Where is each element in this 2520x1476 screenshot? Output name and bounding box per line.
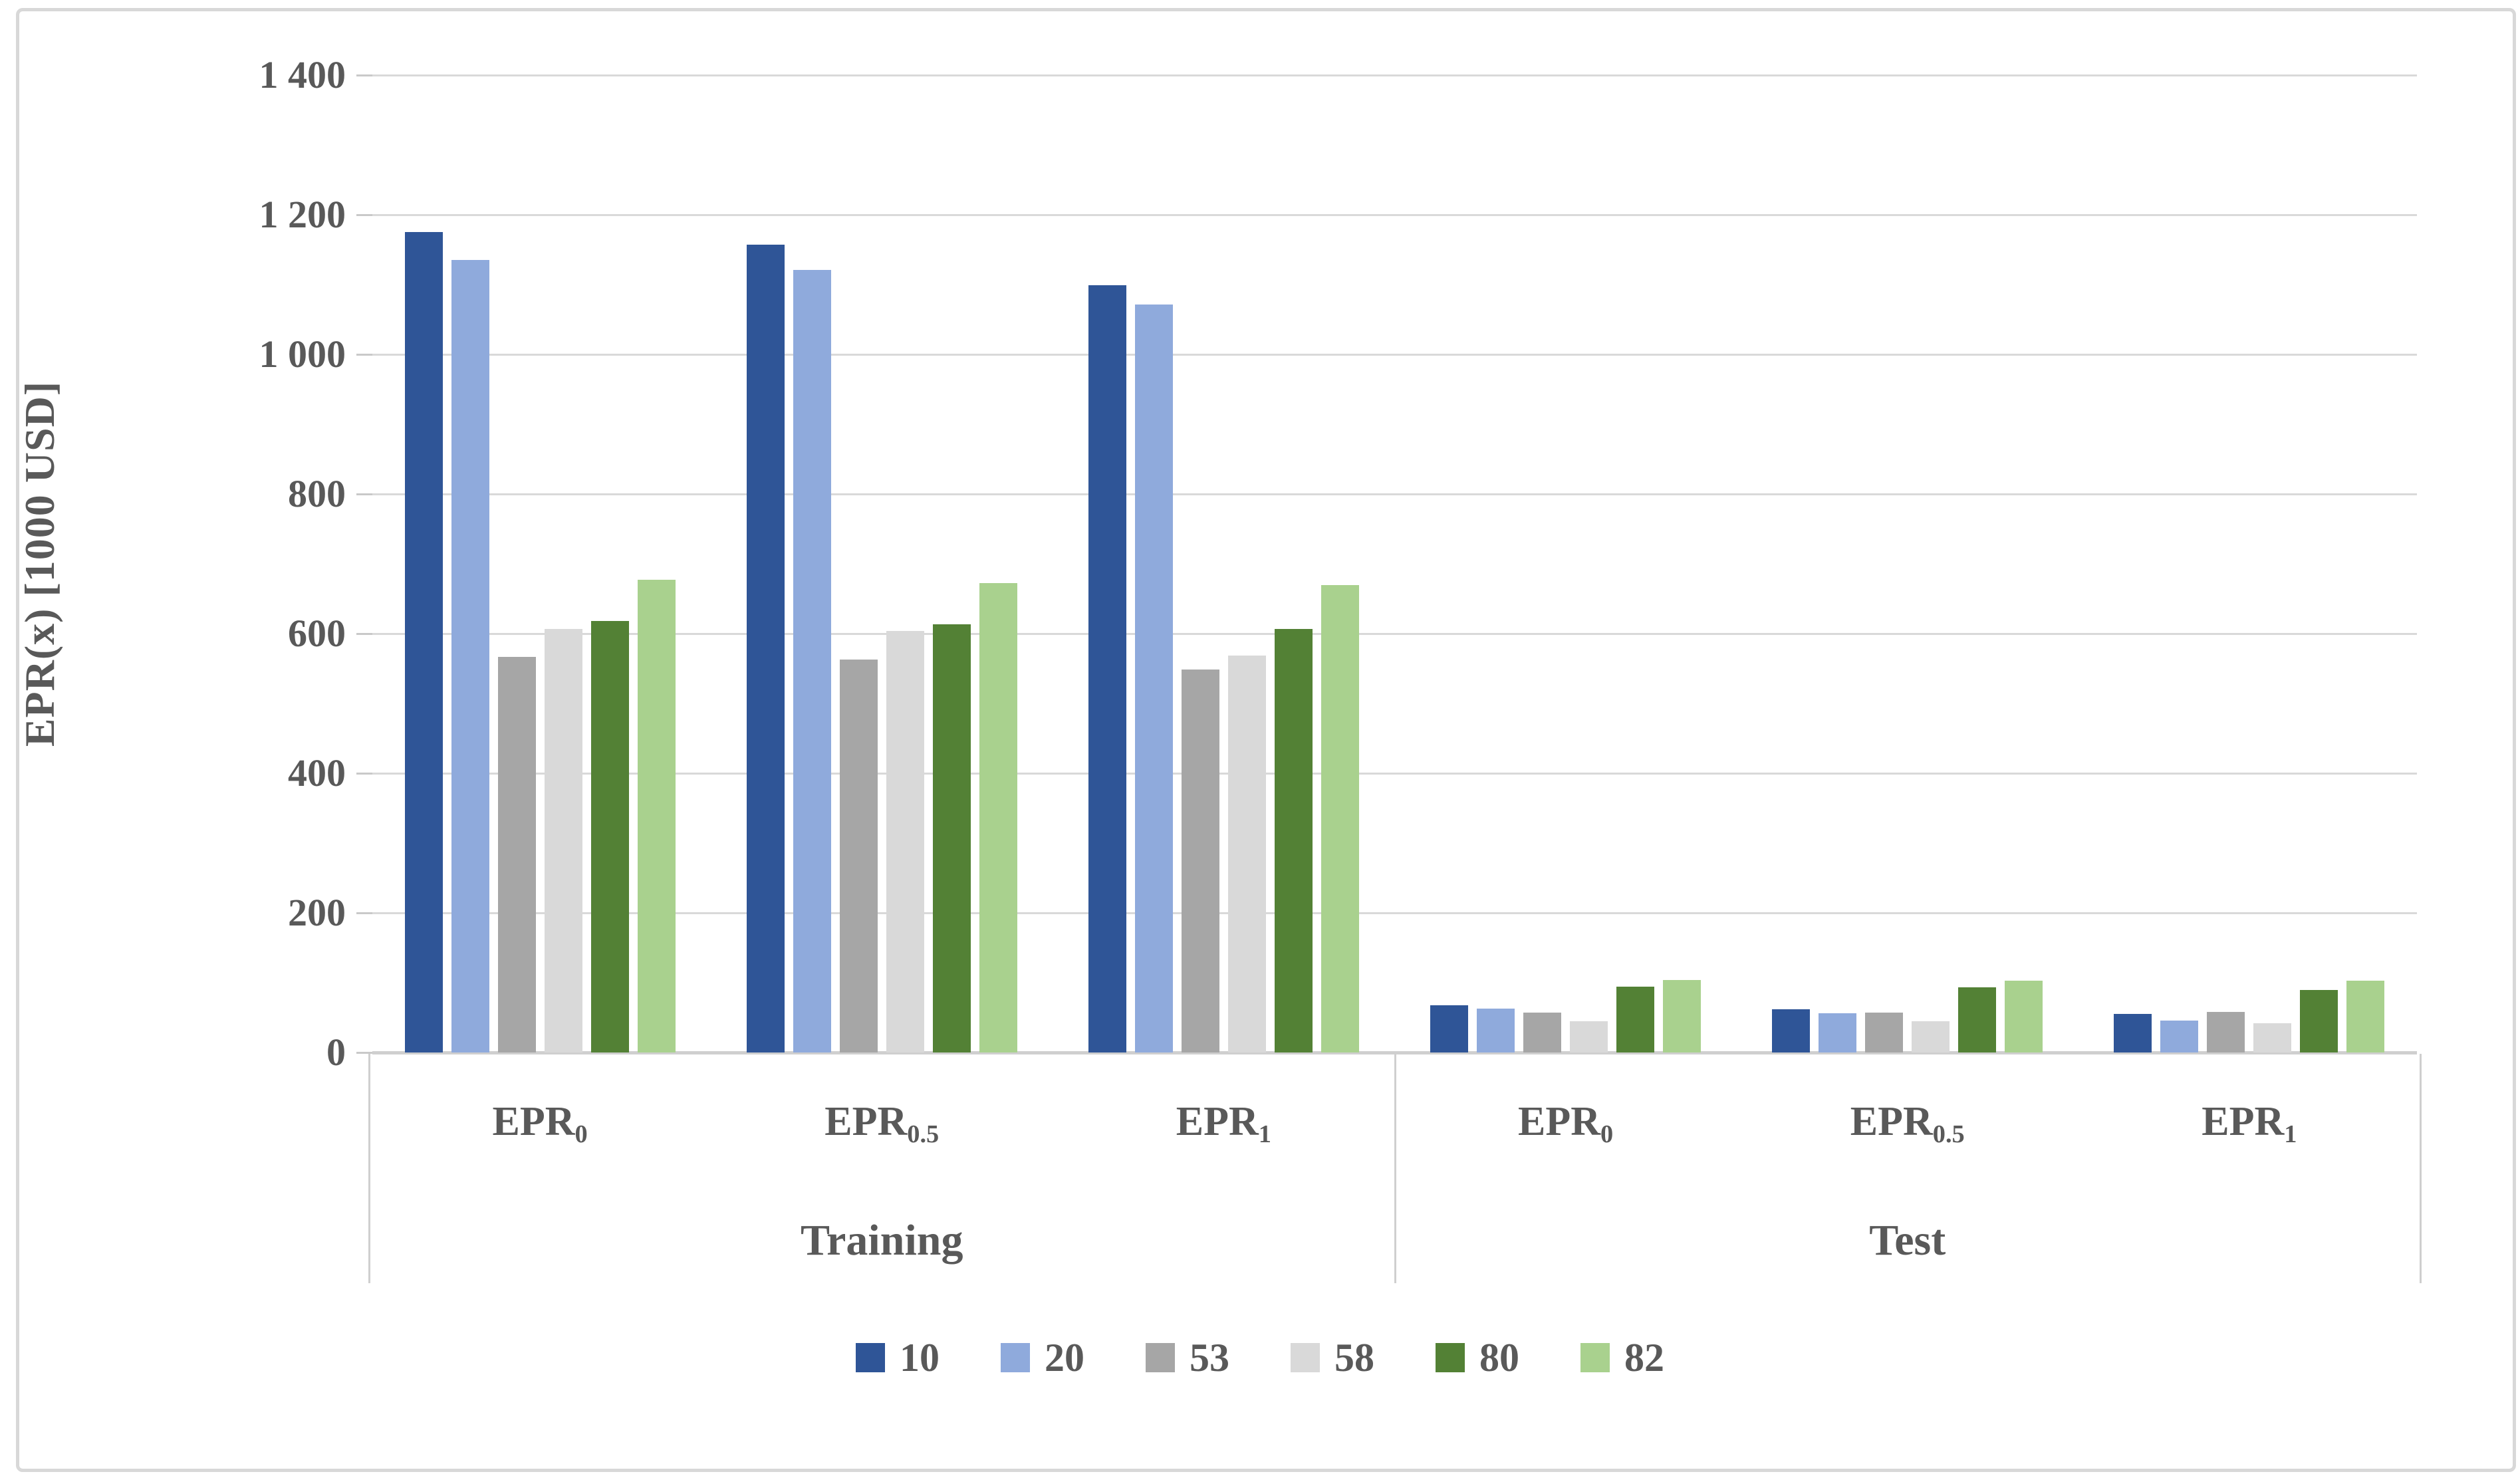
- gridline: [372, 633, 2417, 635]
- y-tick-mark: [356, 74, 372, 76]
- y-tick-mark: [356, 354, 372, 356]
- bar-test-EPR0-series-53: [1523, 1013, 1562, 1052]
- legend-item-20: 20: [1001, 1338, 1084, 1378]
- section-label-training: Training: [800, 1216, 963, 1265]
- category-axis-divider: [1394, 1054, 1396, 1283]
- legend-swatch-icon: [1146, 1343, 1175, 1372]
- y-tick-label: 800: [288, 472, 346, 515]
- bar-training-EPR1-series-58: [1227, 655, 1266, 1052]
- bar-test-EPR1-series-20: [2160, 1020, 2199, 1052]
- legend-label: 58: [1334, 1336, 1374, 1380]
- bar-test-EPR1-series-80: [2300, 989, 2338, 1052]
- bar-training-EPR1-series-10: [1088, 285, 1126, 1052]
- category-label: EPR0: [1517, 1099, 1614, 1148]
- gridline: [372, 773, 2417, 775]
- section-label-test: Test: [1869, 1216, 1946, 1265]
- legend-label: 82: [1624, 1336, 1664, 1380]
- bar-test-EPR0.5-series-53: [1865, 1013, 1904, 1052]
- bar-test-EPR0-series-58: [1570, 1021, 1608, 1052]
- bar-test-EPR1-series-82: [2346, 980, 2385, 1052]
- bar-training-EPR0-series-58: [544, 628, 582, 1052]
- bar-test-EPR1-series-53: [2207, 1012, 2245, 1052]
- bar-test-EPR0-series-80: [1616, 987, 1655, 1052]
- y-tick-label: 600: [288, 612, 346, 655]
- legend-item-80: 80: [1436, 1338, 1519, 1378]
- bar-training-EPR0-series-80: [590, 621, 629, 1052]
- legend-item-58: 58: [1291, 1338, 1374, 1378]
- bar-training-EPR1-series-80: [1274, 628, 1313, 1052]
- category-axis-divider: [368, 1054, 370, 1283]
- bar-training-EPR0-series-10: [404, 232, 443, 1052]
- bar-test-EPR0-series-82: [1663, 979, 1701, 1052]
- y-tick-mark: [356, 773, 372, 775]
- legend-item-53: 53: [1146, 1338, 1229, 1378]
- bar-test-EPR0.5-series-10: [1772, 1009, 1811, 1052]
- bar-test-EPR0.5-series-20: [1819, 1013, 1857, 1052]
- bar-test-EPR0.5-series-58: [1912, 1021, 1950, 1052]
- bar-test-EPR0.5-series-82: [2005, 980, 2043, 1052]
- legend-item-82: 82: [1580, 1338, 1664, 1378]
- category-label: EPR0.5: [824, 1099, 940, 1148]
- bar-training-EPR0-series-53: [497, 656, 536, 1052]
- bar-test-EPR0-series-20: [1477, 1008, 1515, 1052]
- gridline: [372, 912, 2417, 914]
- legend: 10 20 53 58 80 82: [0, 1338, 2520, 1378]
- plot-area: [372, 74, 2417, 1054]
- bar-training-EPR1-series-82: [1321, 584, 1359, 1052]
- category-label: EPR0: [492, 1099, 588, 1148]
- gridline: [372, 493, 2417, 495]
- category-label: EPR0.5: [1850, 1099, 1965, 1148]
- x-axis-line: [372, 1051, 2417, 1054]
- y-tick-label: 1 200: [259, 193, 346, 236]
- y-tick-label: 200: [288, 891, 346, 934]
- gridline: [372, 354, 2417, 356]
- y-tick-mark: [356, 912, 372, 914]
- bar-training-EPR0-series-82: [637, 580, 676, 1052]
- bar-test-EPR1-series-58: [2253, 1023, 2292, 1052]
- y-tick-label: 1 000: [259, 332, 346, 376]
- bar-training-EPR0.5-series-58: [886, 630, 924, 1052]
- legend-swatch-icon: [1580, 1343, 1610, 1372]
- bar-test-EPR0.5-series-80: [1958, 987, 1997, 1052]
- legend-swatch-icon: [1436, 1343, 1465, 1372]
- bar-training-EPR0.5-series-53: [839, 659, 878, 1052]
- legend-item-10: 10: [856, 1338, 940, 1378]
- legend-swatch-icon: [1001, 1343, 1030, 1372]
- legend-swatch-icon: [1291, 1343, 1320, 1372]
- legend-label: 53: [1190, 1336, 1229, 1380]
- gridline: [372, 74, 2417, 76]
- y-axis-title: EPR(x) [1000 USD]: [16, 380, 63, 747]
- y-tick-label: 1 400: [259, 53, 346, 96]
- y-tick-label: 400: [288, 751, 346, 795]
- bar-test-EPR0-series-10: [1430, 1005, 1469, 1052]
- bar-training-EPR0.5-series-10: [746, 245, 785, 1052]
- category-label: EPR1: [2202, 1099, 2297, 1148]
- y-tick-mark: [356, 214, 372, 216]
- bar-training-EPR1-series-53: [1181, 669, 1219, 1052]
- y-tick-label: 0: [326, 1031, 346, 1074]
- legend-label: 10: [900, 1336, 940, 1380]
- y-tick-mark: [356, 633, 372, 635]
- bar-test-EPR1-series-10: [2114, 1014, 2152, 1052]
- category-axis-divider: [2420, 1054, 2422, 1283]
- y-tick-mark: [356, 1052, 372, 1054]
- y-tick-mark: [356, 493, 372, 495]
- bar-training-EPR1-series-20: [1134, 305, 1173, 1052]
- legend-label: 80: [1479, 1336, 1519, 1380]
- legend-swatch-icon: [856, 1343, 885, 1372]
- bar-training-EPR0.5-series-82: [979, 583, 1017, 1052]
- bar-training-EPR0.5-series-80: [932, 624, 971, 1052]
- legend-label: 20: [1045, 1336, 1084, 1380]
- category-label: EPR1: [1176, 1099, 1272, 1148]
- bar-training-EPR0.5-series-20: [793, 269, 831, 1052]
- gridline: [372, 214, 2417, 216]
- bar-training-EPR0-series-20: [451, 260, 489, 1052]
